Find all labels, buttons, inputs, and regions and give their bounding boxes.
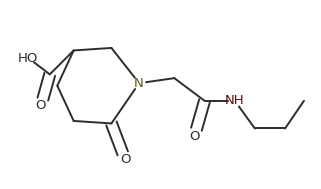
Text: HO: HO	[18, 52, 39, 64]
Text: NH: NH	[225, 94, 245, 107]
Text: O: O	[189, 129, 200, 143]
Text: O: O	[36, 99, 46, 112]
Text: N: N	[134, 77, 144, 90]
Text: O: O	[120, 153, 131, 167]
